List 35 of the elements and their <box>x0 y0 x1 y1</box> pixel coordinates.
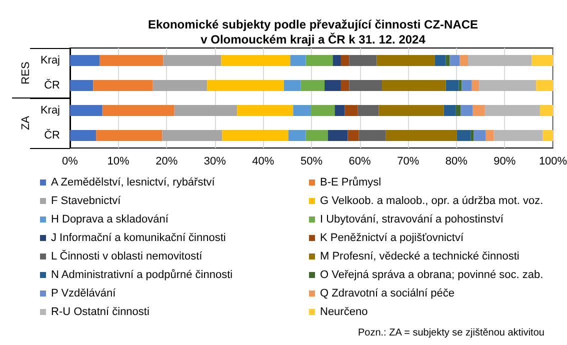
x-tick-label: 50% <box>300 156 323 168</box>
text: Pozn.: ZA = subjekty se zjištěnou aktivitou <box>358 328 544 338</box>
y-tick-label: ČR <box>44 128 60 142</box>
legend-label: L Činnosti v oblasti nemovitostí <box>51 250 204 262</box>
y-tick-label: Kraj <box>40 104 60 116</box>
x-tick-label: 80% <box>445 156 468 168</box>
text: ZA <box>20 115 32 130</box>
x-tick-label: 70% <box>397 156 420 168</box>
legend-label: H Doprava a skladování <box>51 214 170 226</box>
chart-title: Ekonomické subjekty podle převažující činnosti CZ-NACE v Olomouckém kraji a ČR k 31. 12. 2024 <box>148 18 478 46</box>
x-tick-label: 60% <box>348 156 372 168</box>
x-tick-label: 90% <box>494 156 516 168</box>
legend-label: Neurčeno <box>320 306 368 318</box>
legend-label: Q Zdravotní a sociální péče <box>320 288 455 300</box>
legend-label: M Profesní, vědecké a technické činnosti <box>320 250 520 262</box>
x-tick-label: 0% <box>62 156 78 168</box>
y-tick-label: Kraj <box>40 54 60 66</box>
text: RES <box>20 62 32 84</box>
legend-label: B-E Průmysl <box>320 176 382 188</box>
legend-label: J Informační a komunikační činnosti <box>51 232 226 244</box>
x-tick-label: 100% <box>538 156 567 168</box>
legend-label: K Peněžnictví a pojišťovnictví <box>320 232 464 244</box>
legend-label: G Velkoob. a maloob., opr. a údržba mot. voz. <box>320 195 544 207</box>
x-tick-label: 40% <box>252 156 274 168</box>
x-tick-label: 30% <box>204 156 226 168</box>
x-tick-label: 20% <box>156 156 178 168</box>
legend-label: N Administrativní a podpůrné činnosti <box>51 269 233 281</box>
legend-label: O Veřejná správa a obrana; povinné soc. zab. <box>320 269 544 281</box>
x-tick-label: 10% <box>107 156 130 168</box>
legend-label: P Vzdělávání <box>51 288 117 300</box>
legend-label: A Zemědělství, lesnictví, rybářství <box>51 176 216 188</box>
legend-label: I Ubytování, stravování a pohostinství <box>320 214 504 226</box>
legend-label: F Stavebnictví <box>51 195 122 207</box>
y-tick-label: ČR <box>44 78 60 92</box>
legend-label: R-U Ostatní činnosti <box>51 306 150 318</box>
